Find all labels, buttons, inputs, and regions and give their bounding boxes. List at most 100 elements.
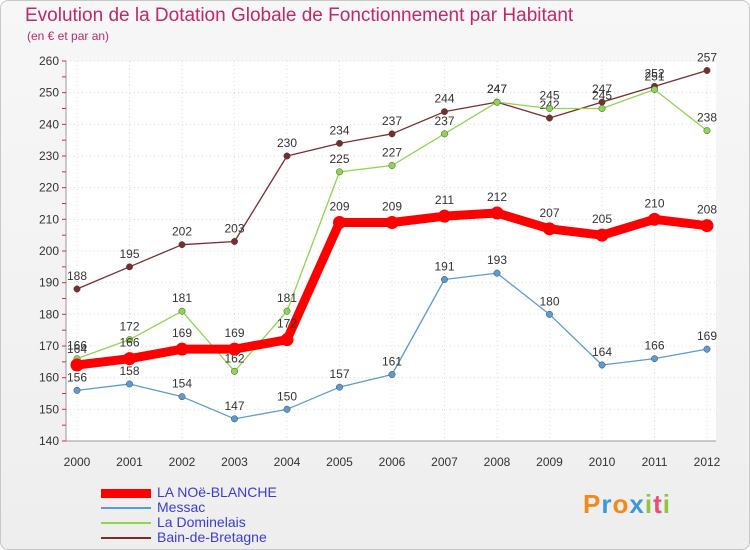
y-tick-label: 230 [39, 149, 59, 163]
y-tick-label: 140 [39, 434, 59, 448]
y-tick-label: 200 [39, 244, 59, 258]
data-label: 164 [592, 345, 612, 359]
data-point [493, 98, 501, 106]
x-tick-label: 2012 [694, 455, 721, 469]
data-label: 208 [697, 203, 717, 217]
data-label: 238 [697, 111, 717, 125]
data-point [648, 212, 661, 226]
data-point [283, 405, 291, 413]
data-label: 227 [382, 146, 402, 160]
x-tick-label: 2009 [536, 455, 563, 469]
data-label: 164 [67, 342, 87, 356]
data-label: 169 [224, 326, 244, 340]
data-label: 191 [434, 260, 454, 274]
data-label: 202 [172, 225, 192, 239]
y-tick-label: 250 [39, 86, 59, 100]
y-tick-label: 180 [39, 307, 59, 321]
data-label: 212 [487, 190, 507, 204]
data-point [231, 238, 238, 245]
data-point [388, 162, 396, 169]
data-label: 169 [172, 326, 192, 340]
data-point [73, 285, 81, 293]
data-point [336, 383, 343, 391]
data-point [126, 336, 133, 344]
logo-letter: o [612, 489, 630, 519]
data-point [651, 86, 658, 93]
x-tick-label: 2006 [379, 455, 406, 469]
data-label: 188 [67, 269, 87, 283]
x-tick-label: 2007 [431, 455, 458, 469]
data-point [385, 216, 399, 229]
data-point [598, 361, 606, 369]
data-label: 154 [172, 377, 192, 391]
data-point [703, 127, 711, 135]
data-label: 230 [277, 136, 297, 150]
logo-letter: x [629, 489, 645, 519]
data-label: 247 [592, 82, 612, 96]
data-point [178, 307, 186, 315]
data-label: 237 [434, 114, 454, 128]
data-label: 257 [697, 51, 717, 65]
y-tick-label: 170 [39, 339, 59, 353]
data-point [333, 216, 346, 229]
y-tick-label: 220 [39, 181, 59, 195]
logo-letter: P [583, 489, 602, 519]
data-label: 158 [119, 364, 139, 378]
data-point [336, 139, 343, 147]
data-point [546, 105, 553, 112]
legend-swatch [101, 537, 151, 539]
data-label: 209 [382, 200, 402, 214]
data-point [73, 386, 81, 394]
data-label: 172 [277, 317, 297, 331]
y-tick-label: 240 [39, 117, 59, 131]
data-point [595, 228, 609, 242]
logo-letter: i [644, 489, 654, 519]
data-point [231, 367, 238, 375]
data-label: 252 [644, 66, 664, 80]
data-label: 225 [329, 152, 349, 166]
data-point [228, 342, 241, 356]
data-label: 195 [119, 247, 139, 261]
x-tick-label: 2011 [642, 455, 668, 469]
logo-letter: r [601, 489, 613, 519]
legend-label: Messac [157, 499, 206, 515]
x-tick-label: 2005 [326, 455, 353, 469]
data-point [283, 152, 291, 160]
data-label: 209 [329, 200, 349, 214]
data-label: 150 [277, 389, 297, 403]
data-point [70, 358, 84, 372]
data-point [388, 371, 396, 378]
data-point [598, 105, 606, 112]
data-point [546, 310, 553, 318]
chart-title: Evolution de la Dotation Globale de Fonc… [25, 5, 574, 26]
data-point [280, 333, 294, 347]
legend-swatch [101, 507, 151, 509]
x-tick-label: 2000 [64, 455, 91, 469]
data-point [441, 276, 448, 283]
data-label: 181 [277, 291, 297, 305]
data-label: 156 [67, 370, 87, 384]
data-point [388, 130, 396, 138]
data-label: 203 [224, 222, 244, 236]
data-label: 207 [539, 206, 559, 220]
data-point [441, 108, 448, 116]
data-point [700, 219, 714, 233]
proxiti-logo: Proxiti [583, 489, 671, 520]
data-point [493, 269, 501, 277]
data-label: 247 [487, 82, 507, 96]
data-label: 244 [434, 92, 454, 106]
data-label: 166 [67, 339, 87, 353]
data-label: 247 [487, 82, 507, 96]
legend-swatch [101, 522, 151, 524]
y-tick-label: 260 [39, 54, 59, 68]
data-label: 205 [592, 212, 612, 226]
data-point [178, 393, 186, 401]
y-tick-label: 190 [39, 276, 59, 290]
data-label: 180 [539, 294, 559, 308]
data-label: 245 [539, 89, 559, 103]
data-label: 234 [329, 123, 349, 137]
data-label: 166 [119, 336, 139, 350]
data-point [543, 222, 556, 236]
